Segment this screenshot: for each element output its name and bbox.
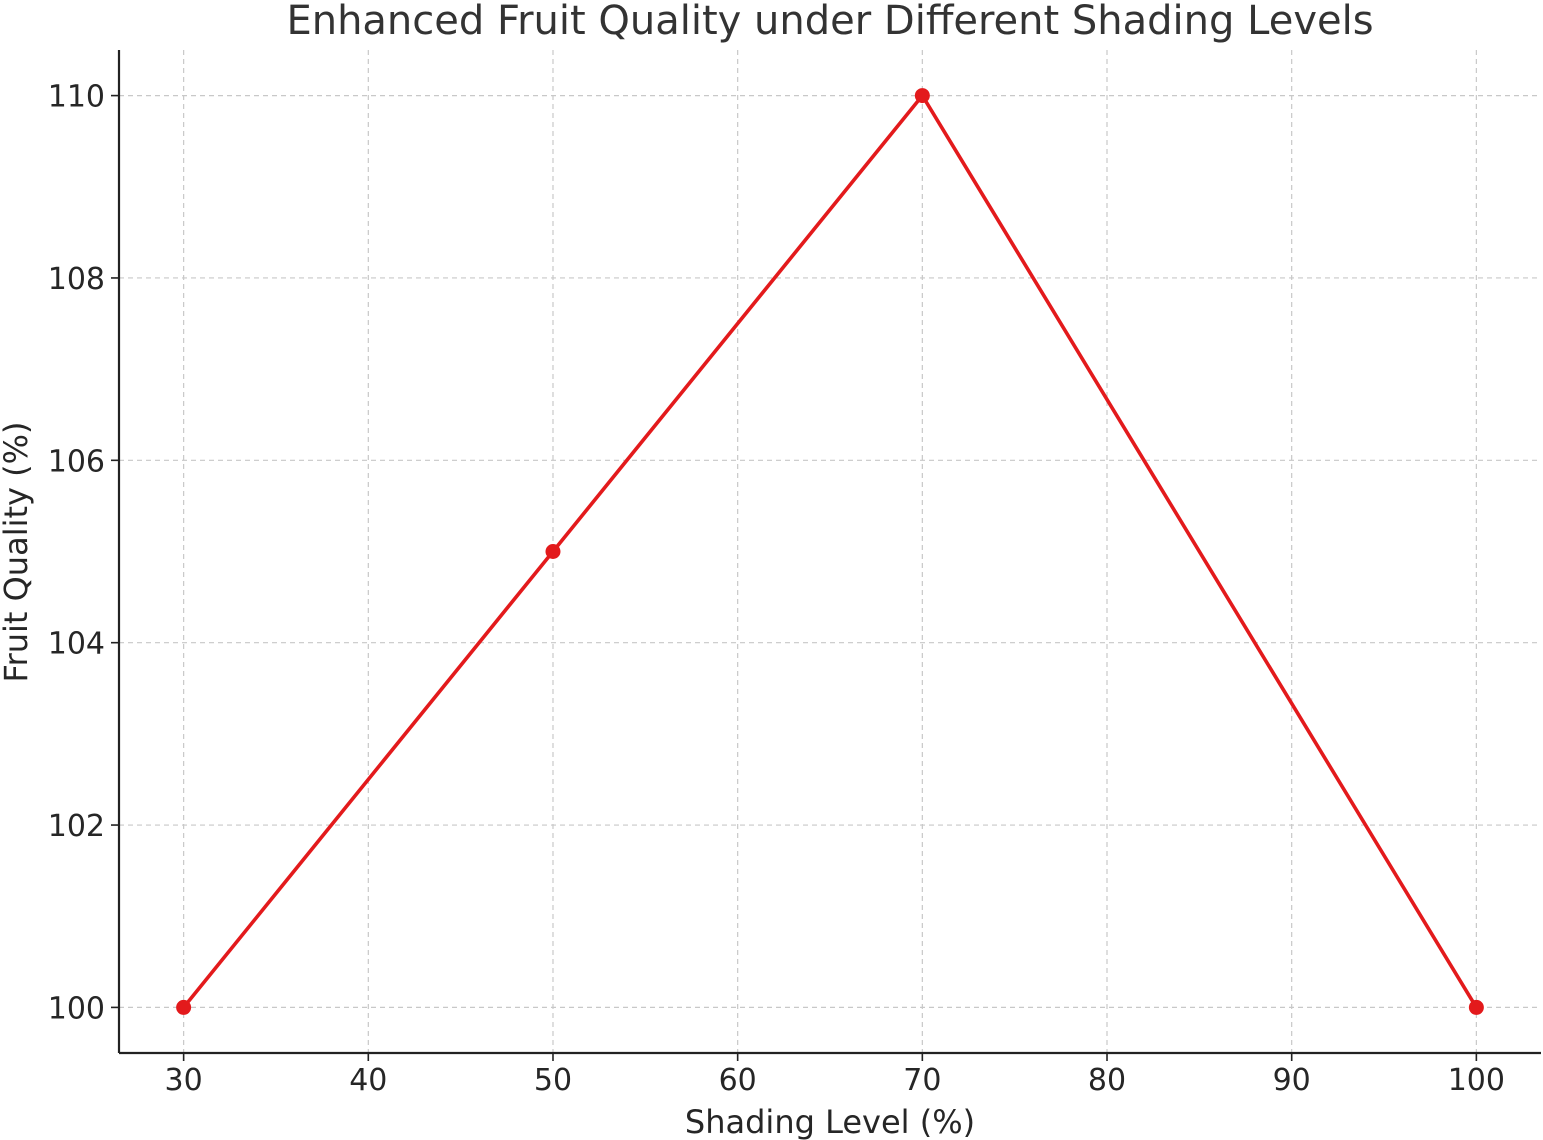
data-point: [176, 999, 192, 1015]
x-tick-label: 70: [903, 1063, 941, 1098]
x-axis-label: Shading Level (%): [685, 1103, 975, 1140]
y-tick-label: 110: [48, 80, 105, 115]
x-tick-label: 90: [1273, 1063, 1311, 1098]
y-tick-label: 106: [48, 444, 105, 479]
ticks: 30 40 50 60 70 80 90 100 100 102 104 106 108 110: [48, 80, 1505, 1098]
y-axis-label: Fruit Quality (%): [0, 421, 35, 682]
data-point: [1468, 999, 1484, 1015]
grid: [119, 50, 1541, 1053]
x-tick-label: 100: [1448, 1063, 1505, 1098]
y-tick-label: 108: [48, 262, 105, 297]
x-tick-label: 30: [165, 1063, 203, 1098]
data-point: [914, 88, 930, 104]
x-tick-label: 80: [1088, 1063, 1126, 1098]
axes: [117, 50, 1541, 1055]
x-tick-label: 50: [534, 1063, 572, 1098]
x-tick-label: 40: [349, 1063, 387, 1098]
y-tick-label: 102: [48, 809, 105, 844]
y-tick-label: 100: [48, 991, 105, 1026]
y-tick-label: 104: [48, 627, 105, 662]
series-layer: [176, 88, 1484, 1015]
x-tick-label: 60: [719, 1063, 757, 1098]
series-line: [181, 93, 1479, 1010]
chart-title: Enhanced Fruit Quality under Different S…: [286, 0, 1373, 44]
data-point: [545, 544, 561, 559]
